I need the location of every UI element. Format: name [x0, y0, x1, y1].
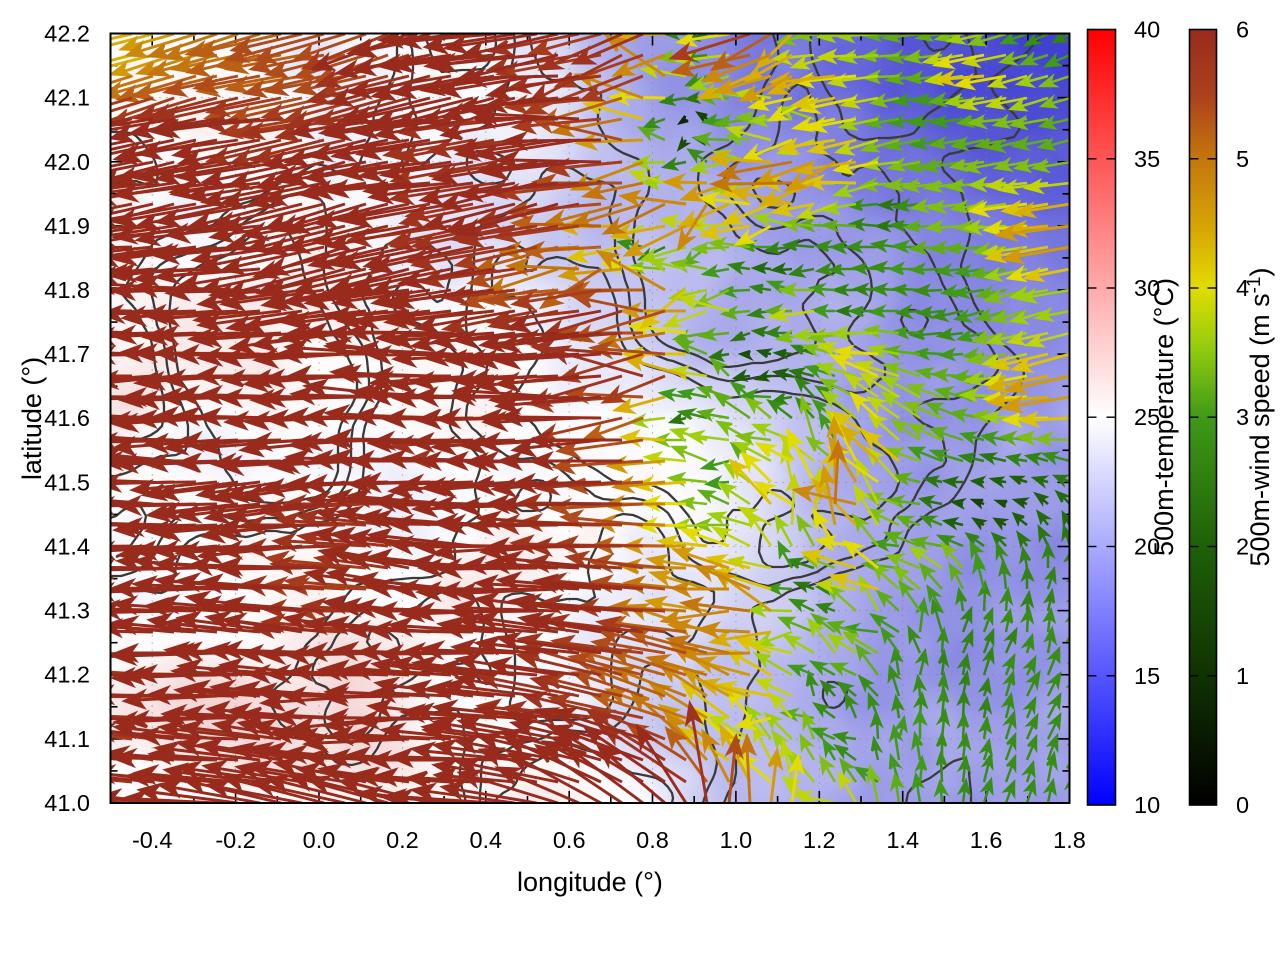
svg-text:41.1: 41.1 [44, 726, 90, 752]
svg-text:1.4: 1.4 [886, 827, 919, 853]
svg-text:5: 5 [1236, 146, 1249, 172]
svg-text:42.2: 42.2 [44, 21, 90, 47]
svg-text:0: 0 [1236, 792, 1249, 818]
svg-text:1: 1 [1236, 663, 1249, 689]
svg-text:1.8: 1.8 [1053, 827, 1086, 853]
svg-text:41.8: 41.8 [44, 277, 90, 303]
svg-text:-0.2: -0.2 [215, 827, 256, 853]
svg-text:25: 25 [1134, 404, 1160, 430]
svg-text:20: 20 [1134, 534, 1160, 560]
svg-text:41.5: 41.5 [44, 469, 90, 495]
svg-text:41.3: 41.3 [44, 598, 90, 624]
svg-text:41.2: 41.2 [44, 662, 90, 688]
svg-text:0.6: 0.6 [553, 827, 586, 853]
svg-text:42.1: 42.1 [44, 85, 90, 111]
svg-text:2: 2 [1236, 534, 1249, 560]
svg-text:1.0: 1.0 [720, 827, 753, 853]
svg-text:0.4: 0.4 [469, 827, 502, 853]
svg-text:1.2: 1.2 [803, 827, 836, 853]
svg-text:4: 4 [1236, 275, 1249, 301]
svg-text:0.0: 0.0 [303, 827, 336, 853]
svg-text:longitude (°): longitude (°) [517, 867, 663, 897]
svg-text:15: 15 [1134, 663, 1160, 689]
svg-text:35: 35 [1134, 146, 1160, 172]
svg-text:41.0: 41.0 [44, 790, 90, 816]
svg-text:500m-wind speed (m s-1): 500m-wind speed (m s-1) [1244, 267, 1275, 566]
svg-text:10: 10 [1134, 792, 1160, 818]
svg-text:6: 6 [1236, 17, 1249, 43]
svg-text:41.9: 41.9 [44, 213, 90, 239]
svg-text:0.2: 0.2 [386, 827, 419, 853]
svg-text:42.0: 42.0 [44, 149, 90, 175]
svg-text:41.7: 41.7 [44, 341, 90, 367]
svg-text:41.4: 41.4 [44, 534, 90, 560]
svg-text:latitude (°): latitude (°) [17, 357, 47, 480]
svg-text:41.6: 41.6 [44, 405, 90, 431]
svg-text:500m-temperature (°C): 500m-temperature (°C) [1149, 278, 1179, 556]
svg-text:3: 3 [1236, 404, 1249, 430]
svg-text:30: 30 [1134, 275, 1160, 301]
svg-text:0.8: 0.8 [636, 827, 669, 853]
svg-text:40: 40 [1134, 17, 1160, 43]
svg-text:1.6: 1.6 [970, 827, 1003, 853]
svg-text:-0.4: -0.4 [132, 827, 173, 853]
